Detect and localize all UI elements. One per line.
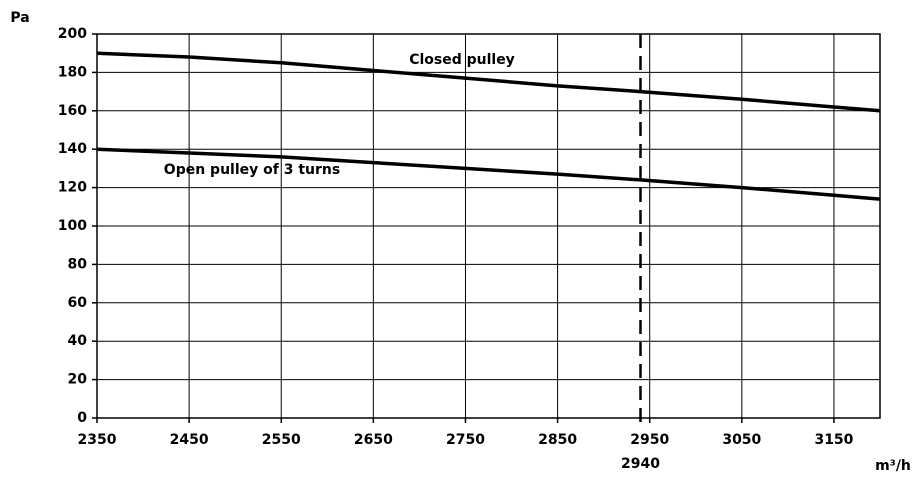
- y-tick-label: 40: [68, 333, 88, 349]
- y-tick-label: 0: [77, 410, 87, 426]
- y-tick-label: 60: [68, 295, 88, 311]
- x-tick-label: 3050: [722, 432, 761, 448]
- y-axis-label: Pa: [10, 10, 29, 26]
- y-tick-label: 180: [58, 64, 87, 80]
- reference-label: 2940: [621, 456, 660, 472]
- series-line: [96, 51, 881, 113]
- y-tick-label: 120: [58, 180, 87, 196]
- y-tick-label: 160: [58, 103, 87, 119]
- x-tick-label: 2350: [78, 432, 117, 448]
- x-axis-label: m³/h: [875, 458, 911, 474]
- x-tick-label: 2750: [446, 432, 485, 448]
- y-tick-label: 140: [58, 141, 87, 157]
- series-label: Open pulley of 3 turns: [164, 162, 340, 178]
- x-tick-label: 2650: [354, 432, 393, 448]
- y-tick-label: 200: [58, 26, 87, 42]
- y-tick-label: 80: [68, 256, 88, 272]
- x-tick-label: 2850: [538, 432, 577, 448]
- x-tick-label: 3150: [814, 432, 853, 448]
- x-tick-label: 2950: [630, 432, 669, 448]
- series-line: [96, 147, 881, 201]
- series-label: Closed pulley: [409, 52, 515, 68]
- y-tick-label: 100: [58, 218, 87, 234]
- x-tick-label: 2450: [170, 432, 209, 448]
- y-tick-label: 20: [68, 372, 88, 388]
- x-tick-label: 2550: [262, 432, 301, 448]
